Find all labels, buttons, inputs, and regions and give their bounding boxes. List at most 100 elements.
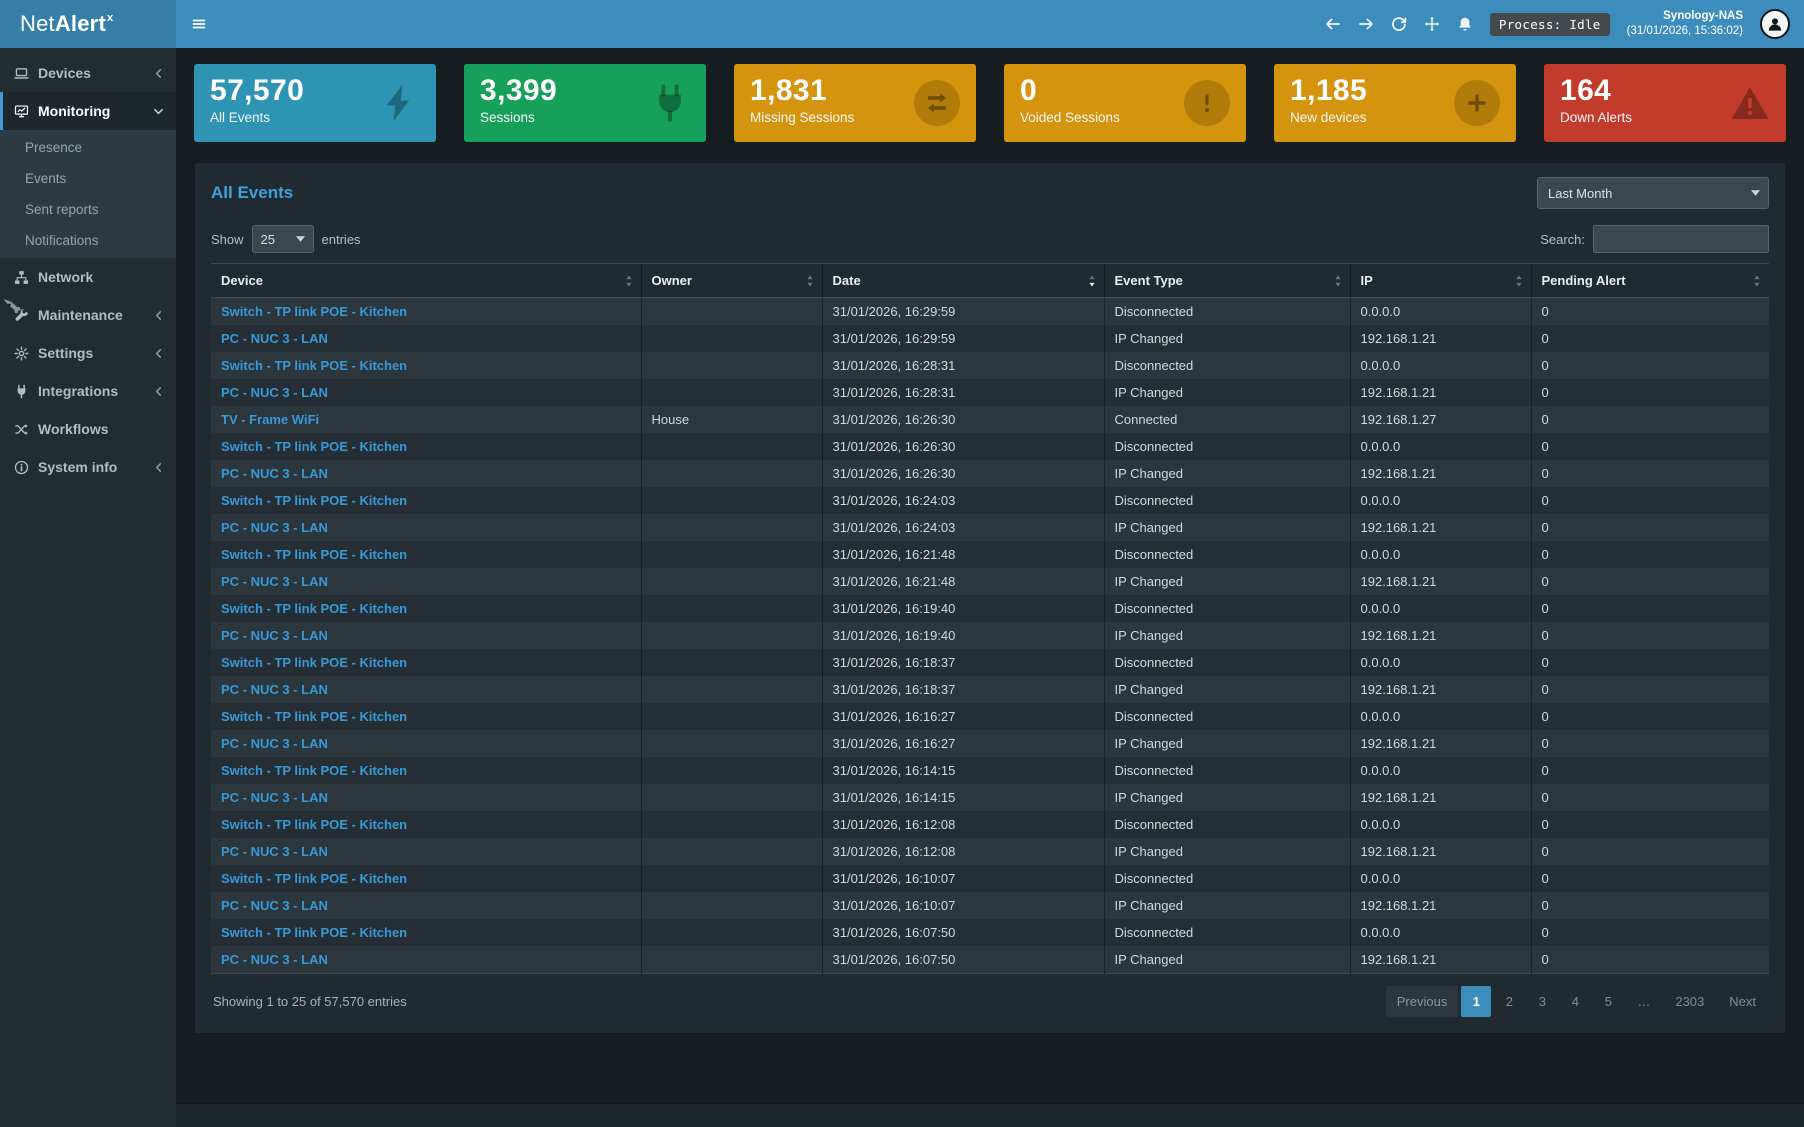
card-value: 1,831 xyxy=(750,74,828,107)
card-label: Down Alerts xyxy=(1560,109,1633,125)
device-link[interactable]: PC - NUC 3 - LAN xyxy=(221,628,328,643)
chevron-left-icon xyxy=(153,68,164,79)
cell-device: Switch - TP link POE - Kitchen xyxy=(211,919,641,946)
device-link[interactable]: PC - NUC 3 - LAN xyxy=(221,520,328,535)
sidebar-subitem-events[interactable]: Events xyxy=(25,171,67,186)
device-link[interactable]: Switch - TP link POE - Kitchen xyxy=(221,763,408,778)
event-row: Switch - TP link POE - Kitchen 31/01/2026… xyxy=(211,865,1769,892)
cell-owner xyxy=(640,325,822,352)
device-link[interactable]: PC - NUC 3 - LAN xyxy=(221,385,328,400)
user-avatar[interactable] xyxy=(1760,9,1790,39)
rocket-icon[interactable] xyxy=(2,298,22,318)
sidebar-subitem-presence[interactable]: Presence xyxy=(25,140,83,155)
nav-forward-button[interactable] xyxy=(1358,16,1374,32)
pagination-previous[interactable]: Previous xyxy=(1385,986,1459,1017)
event-row: Switch - TP link POE - Kitchen 31/01/2026… xyxy=(211,297,1769,325)
event-row: Switch - TP link POE - Kitchen 31/01/2026… xyxy=(211,703,1769,730)
search-input[interactable] xyxy=(1593,225,1769,253)
device-link[interactable]: PC - NUC 3 - LAN xyxy=(221,574,328,589)
pagination-page-4[interactable]: 4 xyxy=(1571,994,1579,1009)
column-header-event-type[interactable]: Event Type xyxy=(1103,263,1350,298)
cell-device: PC - NUC 3 - LAN xyxy=(211,946,641,974)
column-header-ip[interactable]: IP xyxy=(1349,263,1531,298)
sidebar-toggle-button[interactable] xyxy=(176,0,222,48)
pagination-next[interactable]: Next xyxy=(1729,994,1756,1009)
device-link[interactable]: PC - NUC 3 - LAN xyxy=(221,844,328,859)
cell-date: 31/01/2026, 16:21:48 xyxy=(821,568,1104,595)
device-link[interactable]: PC - NUC 3 - LAN xyxy=(221,736,328,751)
nav-back-button[interactable] xyxy=(1325,16,1341,32)
summary-card-down-alerts[interactable]: 164 Down Alerts xyxy=(1544,64,1786,142)
summary-card-all-events[interactable]: 57,570 All Events xyxy=(194,64,436,142)
device-link[interactable]: PC - NUC 3 - LAN xyxy=(221,898,328,913)
cell-date: 31/01/2026, 16:18:37 xyxy=(821,649,1104,676)
pagination-page-2[interactable]: 2 xyxy=(1505,994,1513,1009)
summary-card-missing-sessions[interactable]: 1,831 Missing Sessions xyxy=(734,64,976,142)
summary-card-voided-sessions[interactable]: 0 Voided Sessions xyxy=(1004,64,1246,142)
device-link[interactable]: PC - NUC 3 - LAN xyxy=(221,790,328,805)
events-table-body: Switch - TP link POE - Kitchen 31/01/2026… xyxy=(211,297,1769,974)
sidebar-item-workflows[interactable]: Workflows xyxy=(0,410,176,448)
device-link[interactable]: Switch - TP link POE - Kitchen xyxy=(221,304,408,319)
cell-date: 31/01/2026, 16:26:30 xyxy=(821,460,1104,487)
device-link[interactable]: Switch - TP link POE - Kitchen xyxy=(221,547,408,562)
page-length-select[interactable]: 25 xyxy=(251,225,314,253)
sidebar-subitem-sent-reports[interactable]: Sent reports xyxy=(25,202,99,217)
sidebar-subitem-notifications[interactable]: Notifications xyxy=(25,233,99,248)
column-header-owner[interactable]: Owner xyxy=(640,263,822,298)
cell-owner xyxy=(640,460,822,487)
device-link[interactable]: Switch - TP link POE - Kitchen xyxy=(221,709,408,724)
sidebar-item-monitoring[interactable]: Monitoring xyxy=(0,92,176,130)
device-link[interactable]: PC - NUC 3 - LAN xyxy=(221,952,328,967)
bell-icon xyxy=(1457,16,1473,32)
arrow-right-icon xyxy=(1358,16,1374,32)
hamburger-icon xyxy=(191,16,207,32)
move-button[interactable] xyxy=(1424,16,1440,32)
device-link[interactable]: Switch - TP link POE - Kitchen xyxy=(221,358,408,373)
device-link[interactable]: TV - Frame WiFi xyxy=(221,412,320,427)
cell-date: 31/01/2026, 16:28:31 xyxy=(821,379,1104,406)
sidebar-item-settings[interactable]: Settings xyxy=(0,334,176,372)
column-header-device[interactable]: Device xyxy=(211,263,641,298)
cell-event-type: Disconnected xyxy=(1103,865,1350,892)
sidebar-item-integrations[interactable]: Integrations xyxy=(0,372,176,410)
cell-pending: 0 xyxy=(1530,838,1769,865)
pagination-page-5[interactable]: 5 xyxy=(1604,994,1612,1009)
column-header-date[interactable]: Date xyxy=(821,263,1104,298)
period-select[interactable]: Last Month xyxy=(1537,177,1769,209)
pagination-page-3[interactable]: 3 xyxy=(1538,994,1546,1009)
cell-device: PC - NUC 3 - LAN xyxy=(211,838,641,865)
cell-ip: 192.168.1.21 xyxy=(1349,784,1531,811)
app-logo[interactable]: Net Alert x xyxy=(0,0,176,48)
sidebar-item-system-info[interactable]: System info xyxy=(0,448,176,486)
cell-ip: 192.168.1.21 xyxy=(1349,514,1531,541)
cell-event-type: Disconnected xyxy=(1103,595,1350,622)
device-link[interactable]: Switch - TP link POE - Kitchen xyxy=(221,817,408,832)
pagination-page-2303[interactable]: 2303 xyxy=(1675,994,1705,1009)
device-link[interactable]: Switch - TP link POE - Kitchen xyxy=(221,601,408,616)
device-link[interactable]: PC - NUC 3 - LAN xyxy=(221,331,328,346)
sidebar-item-devices[interactable]: Devices xyxy=(0,54,176,92)
column-header-pending-alert[interactable]: Pending Alert xyxy=(1530,263,1769,298)
device-link[interactable]: Switch - TP link POE - Kitchen xyxy=(221,655,408,670)
host-info: Synology-NAS (31/01/2026, 15:36:02) xyxy=(1627,9,1743,39)
refresh-button[interactable] xyxy=(1391,16,1407,32)
device-link[interactable]: Switch - TP link POE - Kitchen xyxy=(221,925,408,940)
sidebar-item-maintenance[interactable]: Maintenance xyxy=(0,296,176,334)
device-link[interactable]: PC - NUC 3 - LAN xyxy=(221,466,328,481)
event-row: PC - NUC 3 - LAN 31/01/2026, 16:12:08 IP C… xyxy=(211,838,1769,865)
pagination-page-1[interactable]: 1 xyxy=(1461,986,1492,1017)
summary-card-new-devices[interactable]: 1,185 New devices xyxy=(1274,64,1516,142)
device-link[interactable]: Switch - TP link POE - Kitchen xyxy=(221,439,408,454)
notifications-button[interactable] xyxy=(1457,16,1473,32)
cell-owner xyxy=(640,811,822,838)
sidebar-item-network[interactable]: Network xyxy=(0,258,176,296)
cell-pending: 0 xyxy=(1530,379,1769,406)
event-row: PC - NUC 3 - LAN 31/01/2026, 16:16:27 IP C… xyxy=(211,730,1769,757)
chevron-left-icon xyxy=(153,348,164,359)
cell-date: 31/01/2026, 16:12:08 xyxy=(821,811,1104,838)
device-link[interactable]: PC - NUC 3 - LAN xyxy=(221,682,328,697)
device-link[interactable]: Switch - TP link POE - Kitchen xyxy=(221,871,408,886)
summary-card-sessions[interactable]: 3,399 Sessions xyxy=(464,64,706,142)
device-link[interactable]: Switch - TP link POE - Kitchen xyxy=(221,493,408,508)
